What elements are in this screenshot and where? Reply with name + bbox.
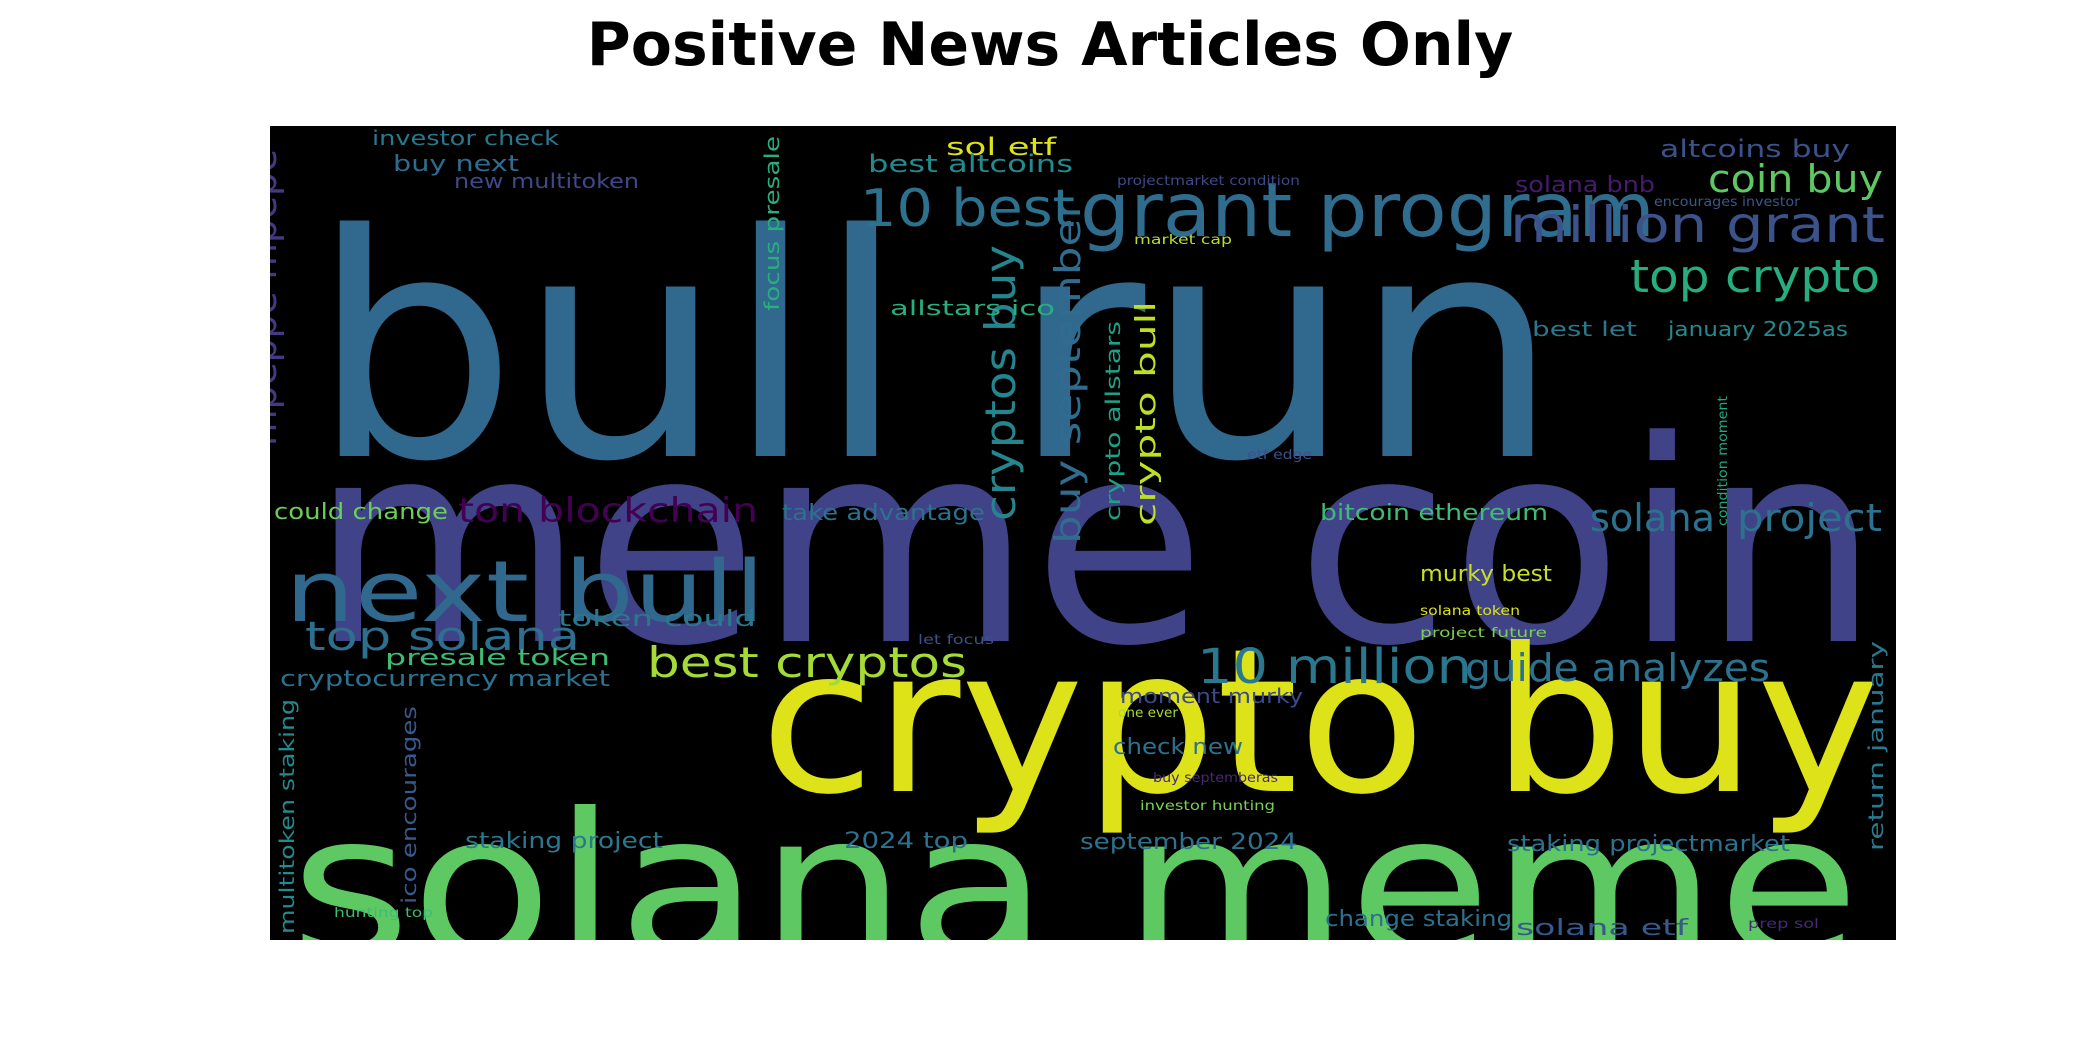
word-cloud-term: focus presale [760, 136, 784, 311]
word-cloud-term: million grant [1510, 196, 1885, 254]
word-cloud-term: best altcoins [868, 150, 1073, 178]
word-cloud-term: best cryptos [647, 638, 967, 687]
word-cloud-term: buy septemberas [1153, 771, 1278, 786]
word-cloud-term: top crypto [1630, 250, 1880, 303]
word-cloud-term: solana meme [290, 771, 1860, 940]
word-cloud-term: encourages investor [1654, 195, 1801, 210]
word-cloud-term: new multitoken [454, 169, 639, 193]
word-cloud-background [270, 126, 1896, 940]
word-cloud-term: projectmarket condition [1117, 174, 1300, 189]
word-cloud-term: project future [1420, 626, 1547, 641]
word-cloud-term: solana [1590, 496, 1715, 540]
word-cloud-term: project [1737, 496, 1882, 540]
word-cloud-term: hunting top [334, 906, 433, 921]
word-cloud-term: ton blockchain [458, 491, 758, 531]
word-cloud-term: market cap [1134, 233, 1232, 248]
word-cloud-term: ico encourages [397, 706, 421, 904]
word-cloud-term: bull run [310, 169, 1560, 530]
word-cloud-term: let focus [918, 633, 994, 648]
word-cloud-term: sol etf [946, 133, 1057, 161]
word-cloud-term: staking projectmarket [1507, 832, 1790, 857]
word-cloud-term: best solana [430, 916, 1270, 940]
word-cloud-term: murky best [1420, 562, 1552, 587]
word-cloud-term: top solana [305, 614, 580, 660]
word-cloud-term: token could [558, 607, 756, 632]
word-cloud-term: january 2025as [1667, 317, 1848, 341]
word-cloud-term: prep sol [1748, 917, 1819, 932]
word-cloud-term: multitoken staking [275, 699, 299, 934]
word-cloud-term: 10 best [860, 179, 1075, 239]
word-cloud-term: meme coin [310, 382, 1880, 708]
word-cloud-term: crypto allstars [1101, 321, 1125, 521]
word-cloud-term: staking project [465, 829, 663, 854]
word-cloud-term: return january [1864, 641, 1888, 851]
word-cloud-term: investor hunting [1140, 799, 1275, 814]
word-cloud-term: buy next [393, 152, 519, 177]
word-cloud-term: september 2024 [1080, 830, 1297, 855]
word-cloud-term: altcoins buy [1660, 135, 1850, 163]
word-cloud-term: mpeppe mpepe [270, 149, 285, 446]
word-cloud-term: change staking [1325, 907, 1512, 932]
word-cloud-term: solana token [1420, 604, 1520, 619]
word-cloud-term: one ever [1118, 706, 1179, 721]
word-cloud-term: best let [1532, 317, 1637, 341]
word-cloud-term: presale token [385, 646, 610, 671]
word-cloud-term: buy september [1048, 200, 1089, 544]
word-cloud-term: check new [1113, 735, 1243, 760]
word-cloud-term: moment murky [1120, 684, 1303, 708]
word-cloud-term: next bull [285, 543, 765, 642]
word-cloud-term: could change [274, 500, 448, 525]
word-cloud-term: 2024 top [844, 829, 968, 854]
word-cloud-term: grant program [1080, 166, 1655, 254]
word-cloud-term: allstars ico [890, 296, 1055, 320]
word-cloud-term: guide analyzes [1465, 646, 1770, 690]
word-cloud-term: solana bnb [1515, 173, 1655, 198]
word-cloud-term: bitcoin ethereum [1320, 501, 1548, 526]
word-cloud-term: solana etf [1516, 916, 1690, 940]
word-cloud-term: take advantage [782, 501, 985, 526]
word-cloud-term: coin buy [1708, 157, 1883, 201]
word-cloud-term: cryptocurrency market [280, 667, 610, 692]
word-cloud-term: crypto bull [1129, 301, 1162, 526]
word-cloud-term: etf edge [1247, 448, 1312, 463]
word-cloud-term: condition moment [1716, 396, 1731, 526]
word-cloud-term: 10 million [1197, 639, 1472, 695]
word-cloud-term: investor check [372, 126, 560, 150]
word-cloud-term: cryptos buy [976, 245, 1025, 521]
word-cloud-term: best crypto [1290, 938, 1875, 940]
word-cloud-term: crypto buy [760, 606, 1880, 839]
chart-title: Positive News Articles Only [586, 10, 1514, 80]
